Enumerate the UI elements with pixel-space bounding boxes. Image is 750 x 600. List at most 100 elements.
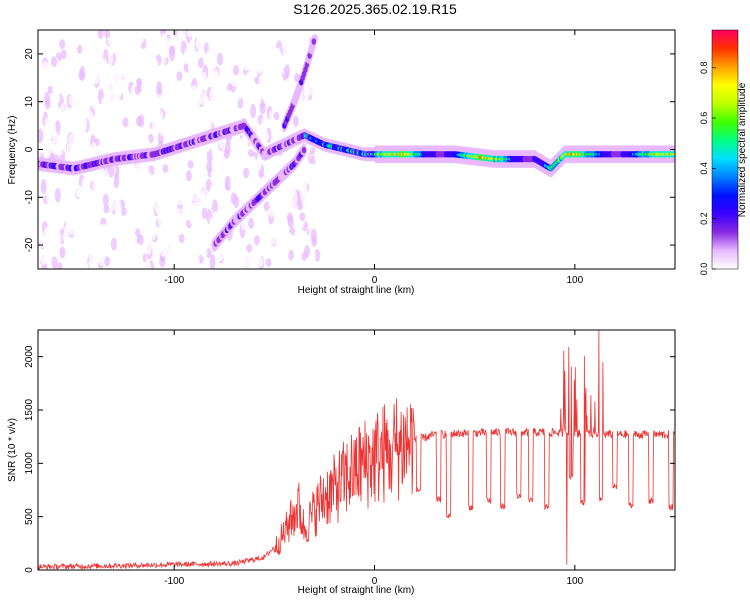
spectrogram-noise-blob <box>180 207 187 216</box>
snr-y-tick-label: 1000 <box>24 452 35 475</box>
spectrogram-noise-blob <box>286 232 293 248</box>
spectrogram-noise-blob <box>340 129 345 135</box>
spectrogram-noise-blob <box>200 171 207 180</box>
spectrogram-noise-blob <box>434 119 439 125</box>
spectrogram-noise-blob <box>238 182 245 191</box>
spectrogram-noise-blob <box>357 171 362 177</box>
spectrogram-noise-blob <box>647 167 652 173</box>
spectrogram-noise-blob <box>434 126 439 132</box>
spectrogram-noise-blob <box>157 213 164 227</box>
spectrogram-noise-blob <box>166 239 173 254</box>
spectrogram-noise-blob <box>468 138 473 144</box>
spectrogram-noise-blob <box>172 182 179 199</box>
spectrogram-noise-blob <box>449 138 454 144</box>
spectrogram-noise-blob <box>134 84 141 96</box>
spectrogram-noise-blob <box>177 194 184 206</box>
spectrogram-x-axis-label: Height of straight line (km) <box>298 285 415 296</box>
spectrogram-noise-blob <box>76 246 83 260</box>
spectrogram-noise-blob <box>285 179 292 189</box>
spectrogram-noise-blob <box>324 165 329 171</box>
spectrogram-noise-blob <box>359 129 364 135</box>
spectrogram-noise-blob <box>116 30 123 38</box>
spectrogram-noise-blob <box>188 185 195 202</box>
spectrogram-noise-blob <box>52 84 59 94</box>
spectrogram-noise-blob <box>209 217 216 227</box>
spectrogram-noise-blob <box>38 88 44 100</box>
spectrogram-noise-blob <box>201 207 208 220</box>
spectrogram-noise-blob <box>250 103 257 119</box>
spectrogram-noise-blob <box>60 60 67 71</box>
spectrogram-noise-blob <box>221 77 228 90</box>
spectrogram-noise-blob <box>261 31 268 41</box>
spectrogram-noise-blob <box>193 195 200 206</box>
spectrogram-noise-blob <box>160 172 167 183</box>
spectrogram-noise-blob <box>303 262 310 269</box>
spectrogram-noise-blob <box>527 136 532 142</box>
colorbar-label: Normalized spectral amplitude <box>737 82 748 217</box>
spectrogram-noise-blob <box>292 115 299 127</box>
spectrogram-noise-blob <box>226 252 233 263</box>
spectrogram-noise-blob <box>190 49 197 60</box>
spectrogram-noise-blob <box>194 164 201 180</box>
spectrogram-noise-blob <box>382 136 387 142</box>
spectrogram-noise-blob <box>209 88 216 102</box>
spectrogram-noise-blob <box>79 51 86 63</box>
spectrogram-noise-blob <box>176 91 183 104</box>
spectrogram-noise-blob <box>420 173 425 179</box>
spectrogram-noise-blob <box>131 30 138 38</box>
spectrogram-noise-blob <box>145 239 152 256</box>
spectrogram-noise-blob <box>565 130 570 136</box>
colorbar-tick-label: 0.0 <box>699 263 709 276</box>
spectrogram-noise-blob <box>209 254 216 269</box>
spectrogram-noise-blob <box>59 125 66 142</box>
spectrogram-noise-blob <box>127 48 134 65</box>
spectrogram-noise-blob <box>185 169 192 182</box>
spectrogram-noise-blob <box>301 162 308 175</box>
spectrogram-noise-blob <box>256 61 263 75</box>
spectrogram-noise-blob <box>119 242 126 252</box>
spectrogram-noise-blob <box>116 214 123 225</box>
spectrogram-noise-blob <box>232 147 239 159</box>
colorbar-tick-label: 0.8 <box>699 61 709 74</box>
spectrogram-noise-blob <box>122 137 129 149</box>
spectrogram-noise-blob <box>45 121 52 133</box>
spectrogram-noise-blob <box>255 246 262 260</box>
spectrogram-noise-blob <box>169 252 176 268</box>
spectrogram-noise-blob <box>51 256 58 269</box>
spectrogram-x-tick-label: -100 <box>164 275 184 286</box>
spectrogram-noise-blob <box>591 120 596 126</box>
spectrogram-noise-blob <box>606 166 611 172</box>
spectrogram-noise-blob <box>270 235 277 246</box>
spectrogram-noise-blob <box>171 127 178 143</box>
spectrogram-noise-blob <box>314 213 321 227</box>
spectrogram-noise-blob <box>81 115 88 130</box>
spectrogram-noise-blob <box>530 176 535 182</box>
spectrogram-noise-blob <box>308 75 315 86</box>
spectrogram-noise-blob <box>268 110 275 126</box>
spectrogram-noise-blob <box>63 262 70 269</box>
spectrogram-noise-blob <box>137 199 144 212</box>
spectrogram-noise-blob <box>401 184 406 190</box>
spectrogram-noise-blob <box>109 113 116 124</box>
spectrogram-noise-blob <box>524 182 529 188</box>
spectrogram-noise-blob <box>527 126 532 132</box>
spectrogram-noise-blob <box>177 213 184 228</box>
colorbar-tick-label: 0.2 <box>699 212 709 225</box>
spectrogram-noise-blob <box>516 118 521 124</box>
spectrogram-noise-blob <box>66 218 73 232</box>
spectrogram-noise-blob <box>38 128 44 144</box>
spectrogram-noise-blob <box>140 188 147 197</box>
spectrogram-noise-blob <box>86 43 93 57</box>
spectrogram-noise-blob <box>217 154 224 168</box>
spectrogram-noise-blob <box>345 134 350 140</box>
spectrogram-noise-blob <box>141 53 148 69</box>
snr-x-tick-label: 100 <box>566 576 583 587</box>
spectrogram-noise-blob <box>50 41 57 50</box>
spectrogram-noise-blob <box>511 181 516 187</box>
spectrogram-noise-blob <box>169 45 176 56</box>
spectrogram-noise-blob <box>317 177 322 183</box>
spectrogram-noise-blob <box>187 59 194 74</box>
spectrogram-noise-blob <box>156 81 163 95</box>
spectrogram-noise-blob <box>91 217 98 233</box>
